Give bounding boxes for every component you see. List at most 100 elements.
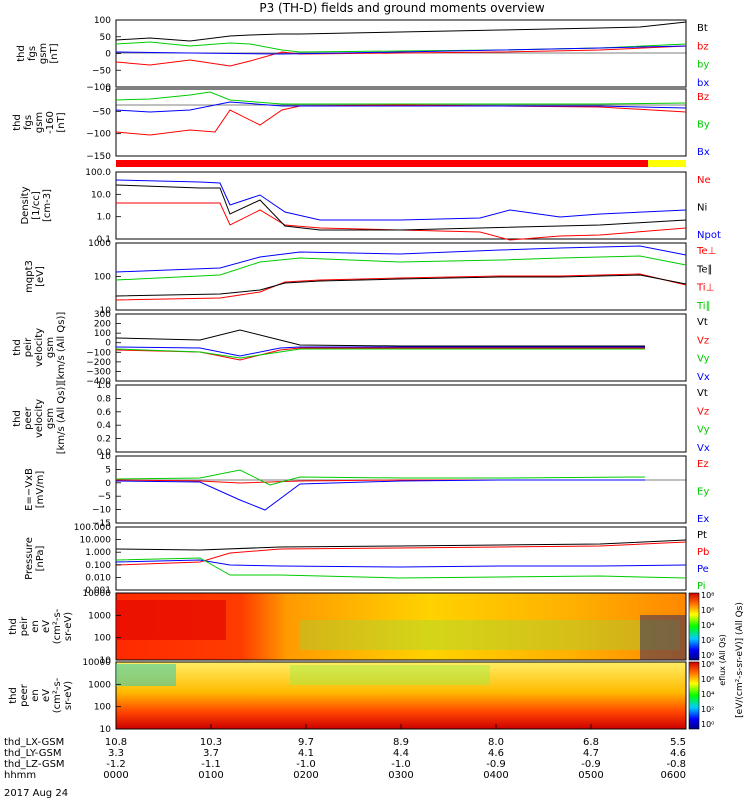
- legend-entry: bz: [697, 41, 709, 52]
- y-tick-label: 0.100: [85, 561, 111, 571]
- legend-entry: Vx: [697, 372, 710, 383]
- legend-entry: Vt: [697, 388, 708, 399]
- x-tick-label: -1.2: [106, 759, 126, 770]
- series-ti-par: [115, 255, 687, 281]
- colorbar-tick: 10⁴: [701, 621, 714, 630]
- y-axis-label: -160: [45, 111, 56, 134]
- y-tick-label: 0.4: [97, 421, 112, 431]
- series-ey: [115, 469, 646, 486]
- series-te-par: [115, 274, 687, 297]
- y-tick-label: −50: [92, 66, 111, 76]
- y-axis-label: eV: [41, 689, 52, 702]
- y-axis-label: sr-eV): [63, 681, 74, 710]
- y-tick-label: 100: [94, 329, 111, 339]
- legend-entry: Bt: [697, 23, 708, 34]
- date-label: 2017 Aug 24: [4, 788, 68, 799]
- y-tick-label: −15: [92, 519, 111, 529]
- y-axis-label: [nT]: [49, 43, 60, 63]
- y-tick-label: −150: [86, 152, 111, 162]
- y-tick-label: 10: [100, 452, 112, 462]
- legend-entry: Vx: [697, 443, 710, 454]
- y-axis-label: E=−VxB: [24, 468, 35, 511]
- legend-entry: bx: [697, 78, 709, 89]
- legend-entry: by: [697, 60, 709, 71]
- x-tick-label: 3.3: [108, 748, 124, 759]
- x-tick-label: 0300: [388, 770, 413, 781]
- y-tick-label: 1.000: [85, 548, 111, 558]
- y-tick-label: 10.000: [80, 536, 112, 546]
- x-tick-label: 8.9: [393, 737, 409, 748]
- y-tick-label: −200: [86, 358, 111, 368]
- legend-entry: Pe: [697, 564, 709, 575]
- series-te-perp: [115, 273, 687, 301]
- series-vz: [115, 347, 645, 361]
- legend-entry: Vz: [697, 335, 709, 346]
- x-tick-label: 6.8: [583, 737, 599, 748]
- y-tick-label: 1000: [88, 239, 111, 249]
- y-axis-label: [cm-3]: [42, 189, 53, 222]
- series-vt: [115, 329, 645, 347]
- y-tick-label: −400: [86, 377, 111, 387]
- y-tick-label: 0.8: [97, 394, 112, 404]
- x-tick-label: 4.6: [670, 748, 686, 759]
- x-axis-row-name: thd_LY-GSM: [4, 748, 61, 759]
- y-axis-label: Pressure: [24, 537, 35, 580]
- y-tick-label: 100.000: [74, 523, 111, 533]
- y-tick-label: 0: [105, 85, 111, 95]
- y-tick-label: 0.1: [97, 235, 111, 245]
- x-tick-label: -1.0: [391, 759, 411, 770]
- series-ti-perp-blue: [115, 245, 687, 273]
- panel-magnetic-field: [115, 19, 687, 88]
- x-tick-label: 10.3: [200, 737, 222, 748]
- x-tick-label: -1.0: [296, 759, 316, 770]
- x-tick-label: -0.8: [666, 759, 686, 770]
- y-tick-label: 200: [94, 320, 111, 330]
- series-ne: [116, 202, 687, 241]
- y-tick-label: 100.0: [85, 168, 111, 178]
- y-tick-label: −50: [92, 107, 111, 117]
- legend-entry: Vz: [697, 406, 709, 417]
- y-tick-label: −300: [86, 367, 111, 377]
- colorbar-label: [eV/(cm²-s-sr-eV)] (All Qs): [735, 602, 745, 718]
- y-tick-label: 0.001: [85, 586, 111, 596]
- y-axis-label: gsm: [45, 408, 56, 429]
- panel-electron-velocity: [115, 384, 687, 453]
- y-tick-label: −5: [98, 492, 111, 502]
- y-axis-label: thd: [12, 339, 23, 356]
- y-axis-label: Density: [20, 186, 31, 224]
- y-axis-label: gsm: [45, 337, 56, 358]
- y-tick-label: 0: [105, 339, 111, 349]
- y-tick-label: 100: [94, 16, 111, 26]
- legend-entry: Vt: [697, 317, 708, 328]
- y-tick-label: 100: [94, 634, 111, 644]
- side-label: eflux (All Qs): [718, 634, 727, 685]
- y-tick-label: 1.0: [97, 381, 112, 391]
- y-tick-label: 10000: [82, 658, 111, 668]
- x-tick-label: 0000: [103, 770, 128, 781]
- y-axis-label: thd: [12, 410, 23, 427]
- y-axis-label: mqpt3: [24, 260, 35, 293]
- colorbar: [eV/(cm²-s-sr-eV)] (All Qs): [688, 592, 745, 730]
- colorbar-tick: 10²: [701, 636, 714, 645]
- y-axis-label: eV: [41, 620, 52, 633]
- y-axis-label: thd: [16, 45, 27, 62]
- legend-entry: By: [697, 120, 710, 131]
- y-tick-label: −100: [86, 130, 111, 140]
- series-pt: [115, 539, 687, 551]
- y-axis-label: fgs: [23, 115, 34, 130]
- colorbar-tick: 10⁶: [701, 675, 714, 684]
- y-tick-label: 10000: [82, 589, 111, 599]
- y-axis-label: thd: [12, 114, 23, 131]
- x-axis-row-name: thd_LX-GSM: [4, 737, 64, 748]
- y-tick-label: 50: [100, 33, 112, 43]
- y-axis-label: [1/cc]: [31, 191, 42, 220]
- legend-entry: Pt: [697, 530, 707, 541]
- y-tick-label: 0.2: [97, 435, 111, 445]
- y-axis-label: [mV/m]: [35, 471, 46, 509]
- panel-ion-velocity: [115, 313, 687, 382]
- y-axis-label: peer: [23, 406, 34, 430]
- x-tick-label: 4.1: [298, 748, 314, 759]
- y-axis-label: en: [30, 689, 41, 702]
